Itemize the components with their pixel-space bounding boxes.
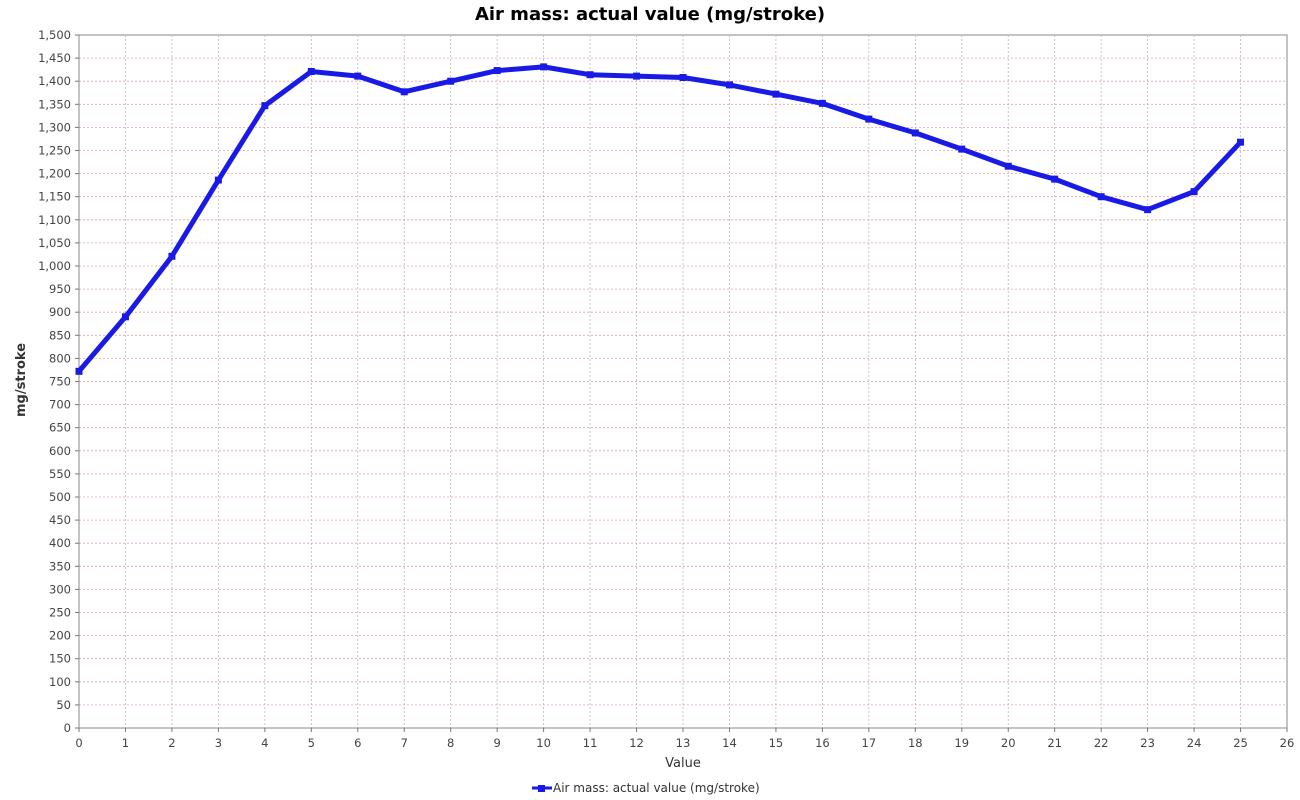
x-tick-label: 2 — [168, 736, 175, 750]
y-axis-label: mg/stroke — [14, 343, 29, 417]
x-tick-label: 7 — [401, 736, 408, 750]
x-tick-label: 23 — [1140, 736, 1155, 750]
x-tick-label: 11 — [583, 736, 598, 750]
y-tick-label: 1,450 — [38, 51, 71, 65]
x-tick-label: 19 — [954, 736, 969, 750]
y-tick-label: 1,200 — [38, 167, 71, 181]
data-point — [168, 252, 176, 260]
data-point — [911, 129, 919, 137]
x-tick-label: 10 — [536, 736, 551, 750]
x-tick-label: 15 — [769, 736, 784, 750]
data-point — [214, 176, 222, 184]
x-tick-label: 9 — [493, 736, 500, 750]
y-tick-label: 1,400 — [38, 74, 71, 88]
y-tick-label: 1,500 — [38, 28, 71, 42]
y-tick-label: 800 — [49, 351, 71, 365]
x-tick-label: 22 — [1094, 736, 1109, 750]
data-point — [1051, 175, 1059, 183]
data-point — [865, 115, 873, 123]
data-point — [725, 81, 733, 89]
x-tick-label: 8 — [447, 736, 454, 750]
x-tick-label: 17 — [862, 736, 877, 750]
y-tick-label: 1,250 — [38, 144, 71, 158]
y-tick-label: 650 — [49, 421, 71, 435]
series-layer — [75, 63, 1245, 375]
y-tick-label: 50 — [56, 698, 71, 712]
y-tick-label: 550 — [49, 467, 71, 481]
data-point — [1190, 188, 1198, 196]
x-tick-label: 14 — [722, 736, 737, 750]
x-tick-label: 25 — [1233, 736, 1248, 750]
y-axis-ticks: 0 50 100 150 200 250 300 350 400 450 500 550 600 650 7… — [38, 28, 79, 735]
y-tick-label: 200 — [49, 629, 71, 643]
data-point — [307, 67, 315, 75]
x-tick-label: 13 — [676, 736, 691, 750]
x-tick-label: 4 — [261, 736, 268, 750]
x-tick-label: 26 — [1280, 736, 1295, 750]
y-tick-label: 350 — [49, 559, 71, 573]
data-point — [633, 72, 641, 80]
data-point — [679, 74, 687, 82]
y-tick-label: 500 — [49, 490, 71, 504]
y-tick-label: 750 — [49, 375, 71, 389]
data-point — [400, 88, 408, 96]
data-point — [586, 71, 594, 79]
y-tick-label: 1,300 — [38, 120, 71, 134]
y-tick-label: 0 — [64, 721, 71, 735]
x-tick-label: 0 — [75, 736, 82, 750]
grid-lines — [79, 35, 1287, 728]
y-tick-label: 400 — [49, 536, 71, 550]
y-tick-label: 1,050 — [38, 236, 71, 250]
chart-title: Air mass: actual value (mg/stroke) — [475, 4, 825, 25]
x-tick-label: 12 — [629, 736, 644, 750]
y-tick-label: 700 — [49, 398, 71, 412]
y-tick-label: 850 — [49, 328, 71, 342]
legend-entry: Air mass: actual value (mg/stroke) — [553, 781, 760, 795]
data-point — [75, 367, 83, 375]
data-point — [772, 90, 780, 98]
x-tick-label: 21 — [1047, 736, 1062, 750]
data-point — [261, 102, 269, 110]
y-tick-label: 1,150 — [38, 190, 71, 204]
y-tick-label: 900 — [49, 305, 71, 319]
data-point — [958, 145, 966, 153]
x-tick-label: 3 — [215, 736, 222, 750]
x-axis-ticks: 0 1 2 3 4 5 6 7 8 9 10 11 12 13 14 15 16 17 18 19 20 21 22 23 24… — [75, 728, 1294, 750]
x-tick-label: 18 — [908, 736, 923, 750]
x-axis-label: Value — [665, 756, 701, 771]
x-tick-label: 5 — [308, 736, 315, 750]
data-point — [1237, 138, 1245, 146]
data-point — [540, 63, 548, 71]
x-tick-label: 24 — [1187, 736, 1202, 750]
data-point — [121, 313, 129, 321]
data-point — [818, 99, 826, 107]
y-tick-label: 1,100 — [38, 213, 71, 227]
series-line — [76, 64, 1243, 374]
y-tick-label: 100 — [49, 675, 71, 689]
legend-swatch-marker — [538, 785, 545, 792]
y-tick-label: 150 — [49, 652, 71, 666]
x-tick-label: 1 — [122, 736, 129, 750]
x-tick-label: 20 — [1001, 736, 1016, 750]
y-tick-label: 600 — [49, 444, 71, 458]
y-tick-label: 950 — [49, 282, 71, 296]
y-tick-label: 1,350 — [38, 97, 71, 111]
x-tick-label: 16 — [815, 736, 830, 750]
data-point — [354, 72, 362, 80]
y-tick-label: 450 — [49, 513, 71, 527]
x-tick-label: 6 — [354, 736, 361, 750]
legend: Air mass: actual value (mg/stroke) — [532, 781, 760, 795]
data-point — [1004, 162, 1012, 170]
y-tick-label: 250 — [49, 606, 71, 620]
data-point — [1097, 193, 1105, 201]
data-point — [447, 77, 455, 85]
y-tick-label: 300 — [49, 582, 71, 596]
data-point — [493, 67, 501, 75]
data-point — [1144, 206, 1152, 214]
y-tick-label: 1,000 — [38, 259, 71, 273]
